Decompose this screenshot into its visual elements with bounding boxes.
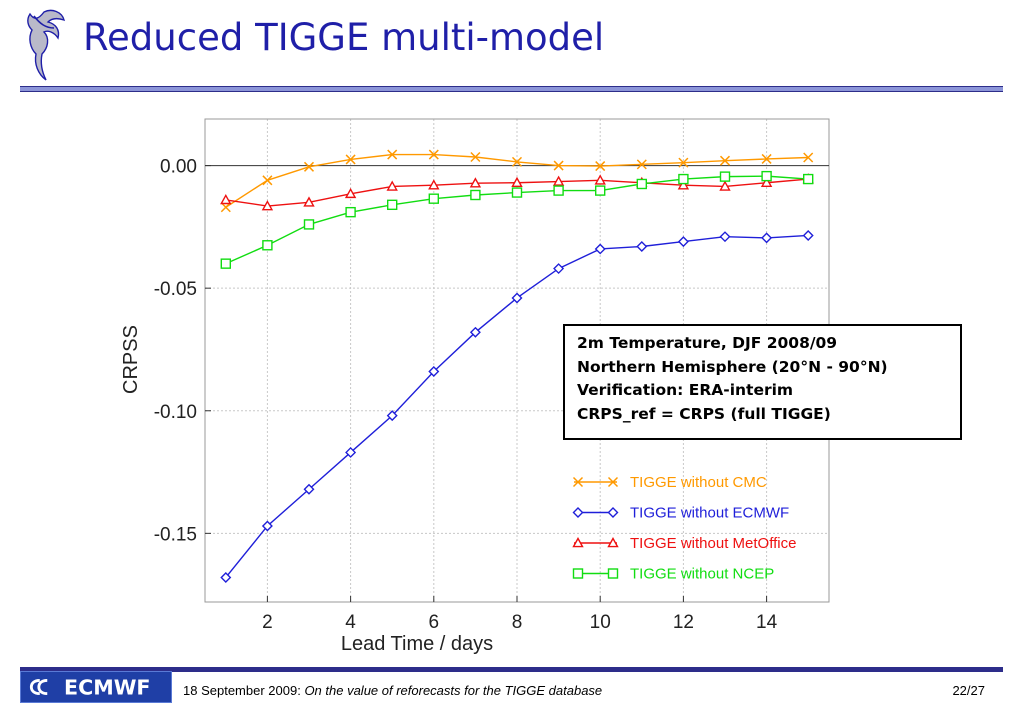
info-line-verification: Verification: ERA-interim xyxy=(577,381,794,399)
data-point-tigge-without-ecmwf xyxy=(594,243,606,255)
legend-label-tigge-without-ncep: TIGGE without NCEP xyxy=(630,566,774,583)
data-point-tigge-without-ncep xyxy=(387,199,398,211)
legend-label-tigge-without-ecmwf: TIGGE without ECMWF xyxy=(630,505,789,522)
data-point-tigge-without-cmc xyxy=(220,202,231,213)
y-tick-label: -0.15 xyxy=(154,524,197,545)
legend-marker-tigge-without-ecmwf xyxy=(572,507,584,518)
data-point-tigge-without-cmc xyxy=(761,153,772,164)
data-point-tigge-without-cmc xyxy=(387,149,398,160)
data-point-tigge-without-ncep xyxy=(220,258,232,269)
x-tick-label: 6 xyxy=(429,612,440,633)
x-tick-label: 4 xyxy=(345,612,356,633)
chart-info-box: 2m Temperature, DJF 2008/09 Northern Hem… xyxy=(563,324,962,440)
data-point-tigge-without-ncep xyxy=(303,219,315,230)
data-point-tigge-without-ecmwf xyxy=(761,232,773,244)
data-point-tigge-without-ecmwf xyxy=(802,229,814,241)
data-point-tigge-without-ecmwf xyxy=(261,520,273,532)
data-point-tigge-without-cmc xyxy=(511,156,523,167)
data-point-tigge-without-cmc xyxy=(303,161,315,172)
x-tick-label: 12 xyxy=(673,612,694,633)
legend-marker-tigge-without-ecmwf xyxy=(607,507,619,518)
footer-citation: 18 September 2009: On the value of refor… xyxy=(183,683,602,698)
data-point-tigge-without-ncep xyxy=(553,185,564,196)
data-point-tigge-without-ecmwf xyxy=(719,231,731,243)
legend-marker-tigge-without-ncep xyxy=(607,568,619,579)
data-point-tigge-without-cmc xyxy=(262,175,273,186)
data-point-tigge-without-ecmwf xyxy=(220,571,232,583)
data-point-tigge-without-metoffice xyxy=(760,176,773,188)
y-tick-label: -0.05 xyxy=(154,279,197,300)
data-point-tigge-without-metoffice xyxy=(469,177,482,188)
info-line-variable: 2m Temperature, DJF 2008/09 xyxy=(577,334,838,352)
data-point-tigge-without-cmc xyxy=(345,154,356,165)
legend-marker-tigge-without-metoffice xyxy=(572,537,584,548)
data-point-tigge-without-ecmwf xyxy=(677,236,689,248)
y-tick-label: 0.00 xyxy=(160,157,197,178)
data-point-tigge-without-ecmwf xyxy=(469,326,481,338)
data-point-tigge-without-metoffice xyxy=(552,175,565,186)
data-point-tigge-without-cmc xyxy=(553,160,564,171)
data-point-tigge-without-metoffice xyxy=(719,180,731,191)
data-point-tigge-without-metoffice xyxy=(220,193,232,205)
data-point-tigge-without-metoffice xyxy=(386,180,398,191)
x-tick-label: 2 xyxy=(262,612,273,633)
data-point-tigge-without-ecmwf xyxy=(303,483,315,495)
legend-marker-tigge-without-cmc xyxy=(572,476,584,488)
ecmwf-footer-logo: ECMWF xyxy=(20,671,172,703)
data-point-tigge-without-ecmwf xyxy=(553,263,565,275)
legend-marker-tigge-without-metoffice xyxy=(607,537,619,548)
data-point-tigge-without-cmc xyxy=(636,159,647,170)
x-tick-label: 14 xyxy=(756,612,778,633)
data-point-tigge-without-ncep xyxy=(719,171,731,182)
x-tick-label: 10 xyxy=(590,612,611,633)
data-point-tigge-without-cmc xyxy=(719,155,731,166)
data-point-tigge-without-ecmwf xyxy=(511,292,523,304)
legend-marker-tigge-without-ncep xyxy=(572,568,584,579)
data-point-tigge-without-ncep xyxy=(761,170,772,182)
data-point-tigge-without-metoffice xyxy=(303,196,315,207)
data-point-tigge-without-ncep xyxy=(678,173,689,185)
ecmwf-bird-logo-icon xyxy=(27,9,65,81)
y-tick-label: -0.10 xyxy=(154,402,197,423)
data-point-tigge-without-metoffice xyxy=(677,179,690,190)
legend-label-tigge-without-metoffice: TIGGE without MetOffice xyxy=(630,535,796,552)
x-tick-label: 8 xyxy=(512,612,523,633)
data-point-tigge-without-ncep xyxy=(595,185,606,196)
data-point-tigge-without-cmc xyxy=(678,157,689,168)
x-axis-label: Lead Time / days xyxy=(341,633,493,655)
data-point-tigge-without-metoffice xyxy=(428,179,440,190)
data-point-tigge-without-cmc xyxy=(595,161,606,172)
data-point-tigge-without-cmc xyxy=(470,151,481,163)
data-point-tigge-without-metoffice xyxy=(594,174,606,185)
y-axis-label: CRPSS xyxy=(120,325,142,394)
data-point-tigge-without-metoffice xyxy=(344,187,357,199)
data-point-tigge-without-metoffice xyxy=(261,200,274,211)
data-point-tigge-without-ncep xyxy=(262,240,273,251)
footer-talk-title: On the value of reforecasts for the TIGG… xyxy=(304,683,603,698)
footer-divider xyxy=(20,667,1003,700)
data-point-tigge-without-cmc xyxy=(803,152,814,163)
data-point-tigge-without-ncep xyxy=(470,189,481,201)
info-line-reference: CRPS_ref = CRPS (full TIGGE) xyxy=(577,404,831,423)
data-point-tigge-without-ecmwf xyxy=(345,446,357,458)
page-title: Reduced TIGGE multi-model xyxy=(83,16,605,59)
legend-marker-tigge-without-cmc xyxy=(607,476,619,488)
page-number: 22/27 xyxy=(952,683,985,698)
footer-date: 18 September 2009: xyxy=(183,683,301,698)
data-point-tigge-without-ecmwf xyxy=(428,366,440,378)
data-point-tigge-without-ecmwf xyxy=(636,241,648,252)
data-point-tigge-without-ncep xyxy=(345,206,356,218)
data-point-tigge-without-ecmwf xyxy=(386,410,398,422)
title-divider xyxy=(20,86,1003,92)
legend-label-tigge-without-cmc: TIGGE without CMC xyxy=(630,474,767,491)
info-line-region: Northern Hemisphere (20°N - 90°N) xyxy=(577,357,888,376)
footer-logo-text: ECMWF xyxy=(64,676,151,700)
data-point-tigge-without-ncep xyxy=(428,193,439,204)
data-point-tigge-without-metoffice xyxy=(511,176,523,188)
data-point-tigge-without-cmc xyxy=(428,149,439,160)
data-point-tigge-without-ncep xyxy=(511,187,523,198)
data-point-tigge-without-ncep xyxy=(803,173,814,185)
data-point-tigge-without-ncep xyxy=(636,178,647,190)
